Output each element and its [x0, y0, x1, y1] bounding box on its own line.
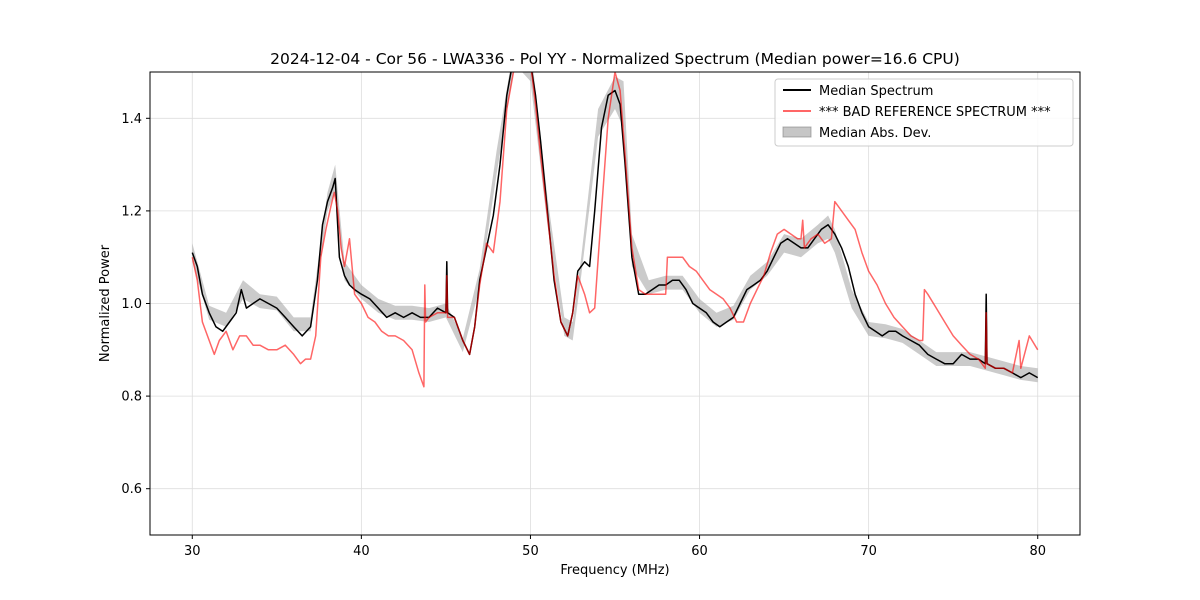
y-tick-label: 1.0	[121, 297, 142, 312]
series-lines-group	[191, 72, 1039, 388]
reference-spectrum-line	[191, 72, 1039, 388]
legend-reference-label: *** BAD REFERENCE SPECTRUM ***	[819, 105, 1051, 120]
x-tick-label: 70	[860, 544, 877, 559]
x-tick-label: 30	[184, 544, 201, 559]
x-tick-label: 60	[691, 544, 708, 559]
y-tick-label: 0.8	[121, 390, 142, 405]
y-axis-label: Normalized Power	[98, 244, 113, 362]
median-spectrum-line	[191, 72, 1039, 379]
x-tick-label: 40	[353, 544, 370, 559]
x-tick-label: 50	[522, 544, 539, 559]
legend-mad-swatch	[782, 126, 812, 138]
chart-title: 2024-12-04 - Cor 56 - LWA336 - Pol YY - …	[270, 50, 960, 68]
legend-median-label: Median Spectrum	[819, 84, 933, 99]
legend: Median Spectrum *** BAD REFERENCE SPECTR…	[774, 78, 1074, 147]
y-tick-label: 1.2	[121, 204, 142, 219]
y-tick-label: 1.4	[121, 112, 142, 127]
y-axis-ticks: 0.6 0.8 1.0 1.2 1.4	[121, 112, 150, 497]
y-tick-label: 0.6	[121, 482, 142, 497]
x-axis-label: Frequency (MHz)	[560, 563, 669, 578]
x-tick-label: 80	[1029, 544, 1046, 559]
legend-mad-label: Median Abs. Dev.	[819, 126, 931, 141]
legend-box	[774, 78, 1074, 147]
x-axis-ticks: 30 40 50 60 70 80	[184, 535, 1046, 559]
